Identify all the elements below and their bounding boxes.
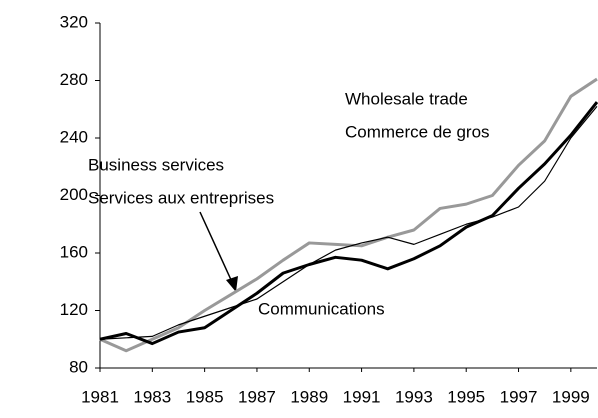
x-tick-label: 1987 [238,387,276,406]
y-tick-label: 320 [60,12,88,31]
x-tick-label: 1993 [395,387,433,406]
annotation: Commerce de gros [345,122,490,141]
x-tick-label: 1985 [186,387,224,406]
x-tick-label: 1981 [81,387,119,406]
line [99,77,598,353]
annotation: Business services [88,155,224,174]
y-tick-label: 120 [60,300,88,319]
x-tick-label: 1991 [343,387,381,406]
x-tick-label: 1999 [552,387,590,406]
line [99,105,598,340]
x-tick-label: 1997 [500,387,538,406]
arrow-head [226,276,238,292]
y-tick-label: 80 [69,357,88,376]
y-tick-label: 160 [60,242,88,261]
x-tick-label: 1989 [290,387,328,406]
x-tick-label: 1983 [133,387,171,406]
annotation: Communications [258,299,385,318]
x-tick-label: 1995 [447,387,485,406]
y-tick-label: 280 [60,70,88,89]
annotation: Wholesale trade [345,89,468,108]
y-tick-label: 240 [60,127,88,146]
y-tick-label: 200 [60,185,88,204]
annotation: Services aux entreprises [88,188,274,207]
line [99,101,598,346]
arrow-shaft [199,211,233,283]
